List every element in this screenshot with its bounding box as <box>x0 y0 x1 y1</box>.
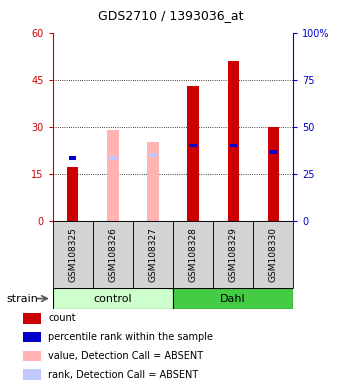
Bar <box>24 351 42 361</box>
Text: count: count <box>48 313 76 323</box>
Text: GSM108329: GSM108329 <box>229 227 238 282</box>
Bar <box>133 221 173 288</box>
Text: rank, Detection Call = ABSENT: rank, Detection Call = ABSENT <box>48 370 198 380</box>
Text: control: control <box>94 293 132 304</box>
Text: GSM108330: GSM108330 <box>269 227 278 282</box>
Bar <box>53 288 173 309</box>
Bar <box>173 288 293 309</box>
Bar <box>24 313 42 324</box>
Bar <box>270 150 277 154</box>
Text: percentile rank within the sample: percentile rank within the sample <box>48 332 213 342</box>
Bar <box>93 221 133 288</box>
Text: GSM108326: GSM108326 <box>108 227 117 282</box>
Bar <box>69 156 76 160</box>
Text: GSM108327: GSM108327 <box>149 227 158 282</box>
Bar <box>24 369 42 380</box>
Text: GDS2710 / 1393036_at: GDS2710 / 1393036_at <box>98 9 243 22</box>
Bar <box>229 144 237 147</box>
Bar <box>67 167 78 221</box>
Bar <box>213 221 253 288</box>
Bar <box>227 61 239 221</box>
Bar <box>147 142 159 221</box>
Bar <box>188 86 199 221</box>
Bar <box>268 127 279 221</box>
Bar <box>253 221 293 288</box>
Text: value, Detection Call = ABSENT: value, Detection Call = ABSENT <box>48 351 203 361</box>
Text: Dahl: Dahl <box>220 293 246 304</box>
Bar <box>107 130 119 221</box>
Bar <box>109 156 117 160</box>
Bar <box>173 221 213 288</box>
Text: strain: strain <box>7 293 39 304</box>
Bar <box>190 144 197 147</box>
Bar <box>53 221 93 288</box>
Bar <box>24 332 42 343</box>
Text: GSM108328: GSM108328 <box>189 227 197 282</box>
Bar <box>149 153 157 157</box>
Text: GSM108325: GSM108325 <box>69 227 77 282</box>
